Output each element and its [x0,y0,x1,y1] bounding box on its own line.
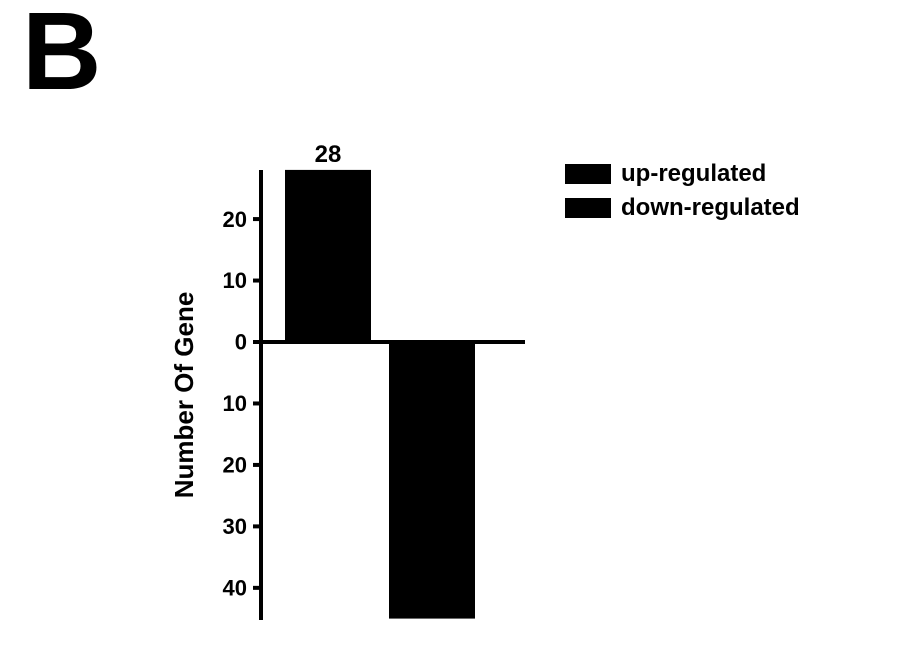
y-tick-label: 40 [223,576,247,601]
legend-item: up-regulated [565,160,800,188]
y-tick-label: 10 [223,268,247,293]
y-tick-label: 20 [223,207,247,232]
y-tick-label: 10 [223,391,247,416]
y-tick-label: 30 [223,514,247,539]
y-axis-label: Number Of Gene [169,292,199,499]
bar-chart: 01020102030402845Number Of Gene [165,140,545,620]
legend-swatch [565,164,611,184]
chart-svg: 01020102030402845Number Of Gene [165,140,545,620]
legend-swatch [565,198,611,218]
bar-down-regulated [389,342,475,619]
bar-value-label: 28 [315,141,342,168]
y-tick-label: 0 [235,330,247,355]
legend-label: up-regulated [621,160,766,188]
y-tick-label: 20 [223,453,247,478]
panel-label: B [22,0,101,115]
legend-label: down-regulated [621,194,800,222]
legend: up-regulated down-regulated [565,160,800,228]
bar-up-regulated [285,170,371,342]
legend-item: down-regulated [565,194,800,222]
